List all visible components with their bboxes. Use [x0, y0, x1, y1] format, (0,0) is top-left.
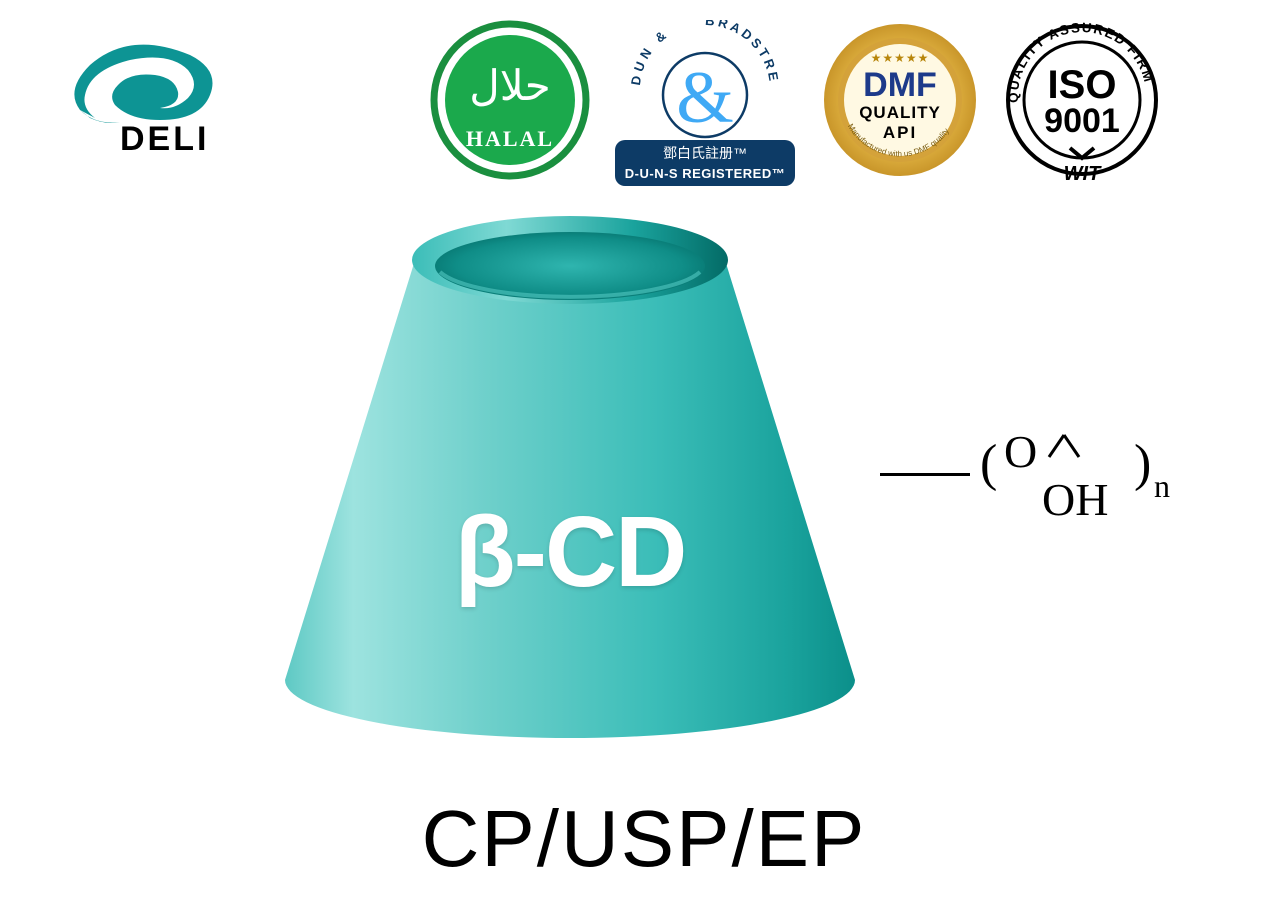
pharmacopeia-standards: CP/USP/EP: [0, 793, 1288, 885]
iso-badge: QUALITY ASSURED FIRM ISO 9001 WIT: [1000, 20, 1165, 185]
cone-icon: [270, 190, 870, 750]
halal-badge: حلال HALAL: [430, 20, 590, 180]
iso-bottom: WIT: [1064, 163, 1102, 185]
duns-banner-text-1: 鄧白氏註册™: [663, 145, 747, 161]
dmf-badge: ★★★★★ DMF QUALITY API Manufactured with …: [820, 20, 980, 180]
cyclodextrin-cone: β-CD: [270, 190, 870, 750]
chemical-formula: ( O OH ) n: [880, 425, 1202, 535]
iso-main: ISO: [1048, 63, 1117, 107]
molecule-label: β-CD: [270, 495, 870, 610]
certification-badges: حلال HALAL DUN & BRADSTREET & 鄧白氏註册™ D-U…: [430, 20, 1165, 190]
deli-logo-icon: DELI: [60, 40, 250, 160]
dmf-line1: QUALITY: [859, 103, 941, 122]
svg-text:): ): [1134, 435, 1151, 492]
svg-text:&: &: [676, 57, 734, 139]
duns-banner-text-2: D-U-N-S REGISTERED™: [625, 166, 785, 181]
dmf-stars: ★★★★★: [871, 51, 930, 65]
halal-arabic-text: حلال: [469, 64, 551, 110]
brand-name-text: DELI: [120, 120, 209, 158]
duns-badge: DUN & BRADSTREET & 鄧白氏註册™ D-U-N-S REGIST…: [610, 20, 800, 190]
iso-num: 9001: [1044, 102, 1120, 140]
formula-icon: ( O OH ) n: [972, 425, 1202, 535]
dmf-title: DMF: [863, 66, 937, 104]
svg-text:n: n: [1154, 468, 1170, 504]
svg-text:(: (: [980, 435, 997, 492]
brand-logo: DELI: [60, 40, 250, 165]
halal-label-text: HALAL: [466, 126, 554, 151]
svg-text:O: O: [1004, 426, 1037, 477]
formula-bond-line: [880, 473, 970, 476]
svg-text:OH: OH: [1042, 474, 1108, 525]
dmf-line2: API: [883, 123, 917, 142]
svg-text:DUN &: DUN &: [628, 25, 672, 86]
